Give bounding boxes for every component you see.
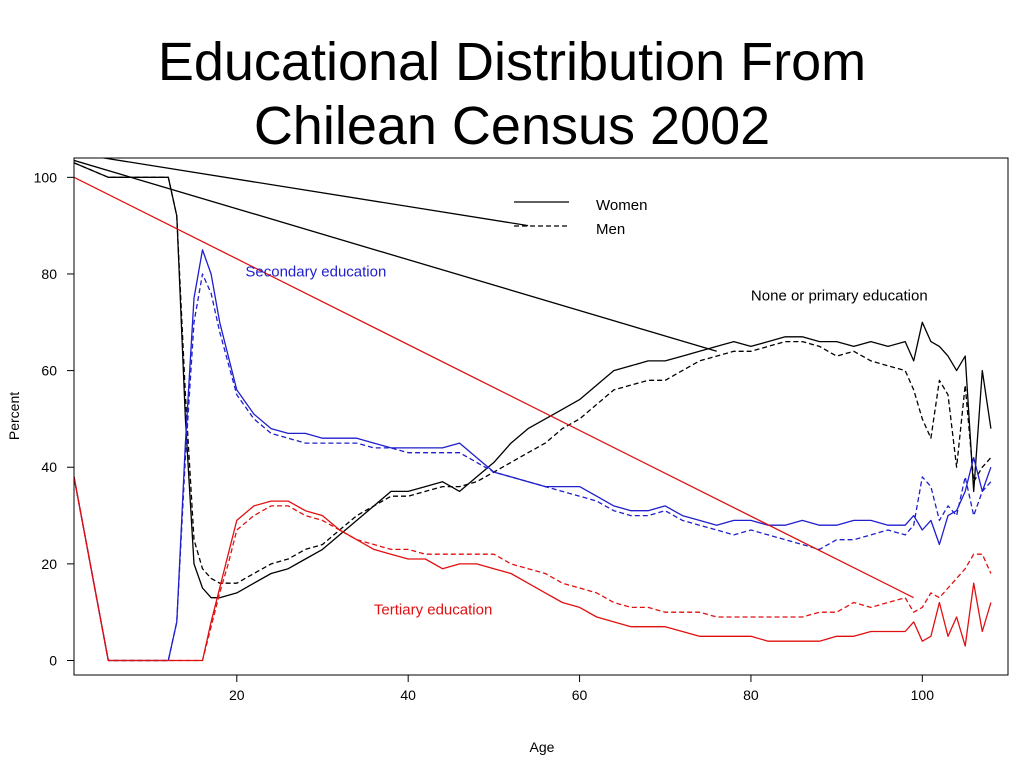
x-tick-label: 80 (743, 687, 759, 703)
series-line-6 (99, 158, 529, 227)
x-axis-title: Age (530, 739, 555, 755)
annotation-label: Secondary education (245, 263, 386, 280)
legend: Women Men (514, 197, 647, 238)
annotation-label: None or primary education (751, 288, 928, 305)
chart-title-line-1: Educational Distribution From (157, 32, 867, 92)
x-tick-label: 100 (911, 687, 935, 703)
y-tick-label: 0 (49, 653, 57, 669)
x-tick-label: 20 (229, 687, 245, 703)
series-line-5 (74, 476, 992, 662)
series-line-0 (74, 162, 992, 599)
series-line-3 (74, 273, 992, 662)
y-axis: 0 20 40 60 80 100 (34, 169, 74, 669)
y-tick-label: 40 (41, 459, 57, 475)
chart-title: Educational Distribution From Chilean Ce… (0, 30, 1024, 158)
y-tick-label: 80 (41, 266, 57, 282)
series-line-1 (74, 162, 992, 584)
y-tick-label: 100 (34, 169, 58, 185)
series-line-2 (74, 249, 992, 662)
y-tick-label: 60 (41, 363, 57, 379)
x-tick-label: 40 (400, 687, 416, 703)
series-line-4 (74, 476, 992, 662)
plot-frame (73, 157, 1009, 676)
series-line-7 (74, 159, 717, 352)
legend-men-label: Men (596, 221, 625, 238)
series-line-8 (74, 176, 914, 599)
legend-women-label: Women (596, 197, 647, 214)
series-layer (74, 158, 992, 662)
x-tick-label: 60 (572, 687, 588, 703)
annotation-label: Tertiary education (374, 602, 492, 619)
x-axis: 20 40 60 80 100 (229, 675, 934, 703)
y-tick-label: 20 (41, 556, 57, 572)
chart-title-line-2: Chilean Census 2002 (253, 96, 771, 156)
annotations: Secondary education None or primary educa… (245, 263, 927, 618)
y-axis-title: Percent (6, 392, 22, 440)
